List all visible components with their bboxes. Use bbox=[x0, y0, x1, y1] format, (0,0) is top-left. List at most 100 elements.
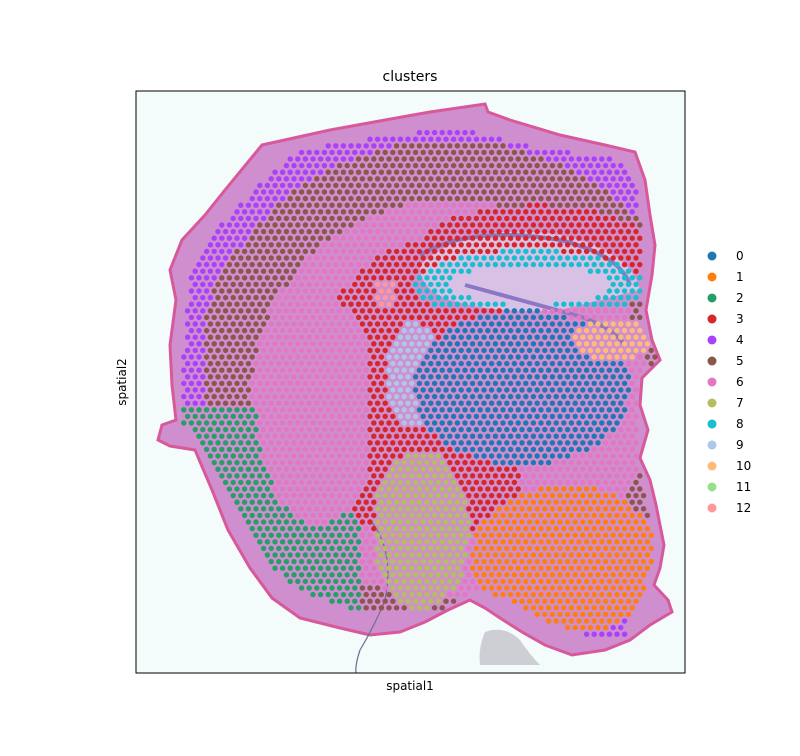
spot-cluster-6 bbox=[310, 393, 316, 400]
spot-cluster-6 bbox=[443, 202, 449, 208]
spot-cluster-0 bbox=[488, 413, 495, 420]
spot-cluster-0 bbox=[587, 413, 594, 420]
spot-cluster-0 bbox=[618, 387, 624, 393]
spot-cluster-7 bbox=[458, 519, 464, 525]
spot-cluster-1 bbox=[564, 598, 571, 604]
spot-cluster-6 bbox=[317, 314, 324, 321]
spot-cluster-0 bbox=[599, 420, 605, 426]
spot-cluster-6 bbox=[348, 459, 354, 466]
spot-cluster-6 bbox=[325, 486, 331, 492]
spot-cluster-1 bbox=[492, 565, 499, 571]
spot-cluster-7 bbox=[420, 532, 426, 538]
spot-cluster-1 bbox=[587, 585, 594, 591]
spot-cluster-6 bbox=[276, 492, 282, 499]
spot-cluster-5 bbox=[219, 288, 225, 294]
spot-cluster-3 bbox=[477, 499, 483, 505]
spot-cluster-3 bbox=[397, 268, 404, 274]
spot-cluster-5 bbox=[542, 189, 548, 195]
spot-cluster-6 bbox=[367, 242, 373, 248]
spot-cluster-4 bbox=[196, 354, 202, 360]
spot-cluster-0 bbox=[591, 407, 597, 413]
spot-cluster-0 bbox=[515, 341, 521, 347]
spot-cluster-5 bbox=[215, 281, 221, 288]
spot-cluster-1 bbox=[507, 552, 514, 558]
spot-cluster-5 bbox=[435, 176, 442, 182]
spot-cluster-6 bbox=[352, 413, 358, 420]
spot-cluster-0 bbox=[485, 407, 491, 413]
spot-cluster-1 bbox=[477, 578, 483, 585]
spot-cluster-8 bbox=[587, 268, 594, 274]
spot-cluster-1 bbox=[637, 552, 643, 558]
spot-cluster-6 bbox=[321, 453, 328, 459]
spot-cluster-6 bbox=[610, 440, 616, 446]
hippocampus-layer-lower bbox=[464, 283, 627, 347]
spot-cluster-5 bbox=[416, 195, 423, 202]
spot-cluster-3 bbox=[481, 242, 487, 248]
spot-cluster-10 bbox=[618, 347, 624, 354]
spot-cluster-5 bbox=[450, 149, 457, 156]
spot-cluster-1 bbox=[561, 499, 567, 505]
spot-cluster-0 bbox=[473, 374, 480, 380]
spot-cluster-4 bbox=[272, 169, 278, 175]
spot-cluster-10 bbox=[580, 334, 586, 340]
spot-cluster-4 bbox=[321, 162, 328, 169]
spot-cluster-3 bbox=[534, 228, 540, 235]
spot-cluster-6 bbox=[393, 235, 400, 241]
spot-cluster-3 bbox=[500, 222, 506, 228]
spot-cluster-0 bbox=[428, 387, 434, 393]
spot-cluster-1 bbox=[545, 552, 552, 558]
spot-cluster-9 bbox=[420, 334, 426, 340]
spot-cluster-6 bbox=[253, 387, 259, 393]
spot-cluster-0 bbox=[526, 360, 533, 367]
spot-cluster-7 bbox=[412, 532, 419, 538]
spot-cluster-5 bbox=[488, 162, 495, 169]
spot-cluster-3 bbox=[393, 261, 400, 268]
spot-cluster-1 bbox=[485, 552, 491, 558]
spot-cluster-0 bbox=[450, 400, 457, 406]
spot-cluster-6 bbox=[325, 420, 331, 426]
spot-cluster-8 bbox=[439, 288, 445, 294]
spot-cluster-3 bbox=[374, 400, 381, 406]
spot-cluster-3 bbox=[587, 242, 594, 248]
spot-cluster-3 bbox=[344, 294, 350, 301]
spot-cluster-5 bbox=[241, 275, 248, 281]
spot-cluster-0 bbox=[454, 327, 461, 334]
spot-cluster-1 bbox=[587, 558, 594, 565]
spot-cluster-5 bbox=[245, 281, 252, 288]
spot-cluster-0 bbox=[481, 334, 487, 340]
spot-cluster-5 bbox=[458, 162, 464, 169]
spot-cluster-0 bbox=[625, 387, 632, 393]
spot-cluster-0 bbox=[488, 334, 495, 340]
spot-cluster-5 bbox=[287, 222, 293, 228]
spot-cluster-2 bbox=[298, 558, 305, 565]
spot-cluster-3 bbox=[386, 433, 392, 439]
spot-cluster-5 bbox=[439, 169, 445, 175]
spot-cluster-4 bbox=[618, 624, 624, 631]
spot-cluster-6 bbox=[302, 327, 309, 334]
spot-cluster-0 bbox=[538, 380, 544, 387]
spot-cluster-1 bbox=[488, 572, 495, 578]
spot-cluster-0 bbox=[534, 426, 540, 433]
spot-cluster-0 bbox=[443, 374, 449, 380]
spot-cluster-3 bbox=[367, 347, 373, 354]
spot-cluster-7 bbox=[431, 578, 438, 585]
spot-cluster-5 bbox=[363, 169, 369, 175]
spot-cluster-3 bbox=[511, 479, 518, 486]
spot-cluster-7 bbox=[393, 499, 400, 505]
spot-cluster-1 bbox=[614, 512, 620, 519]
spot-cluster-3 bbox=[504, 215, 510, 222]
spot-cluster-0 bbox=[504, 321, 510, 327]
spot-cluster-3 bbox=[450, 308, 457, 314]
spot-cluster-0 bbox=[435, 400, 442, 406]
spot-cluster-3 bbox=[481, 308, 487, 314]
spot-cluster-7 bbox=[382, 545, 388, 552]
spot-cluster-6 bbox=[637, 367, 643, 373]
spot-cluster-9 bbox=[397, 360, 404, 367]
spot-cluster-6 bbox=[363, 341, 369, 347]
spot-cluster-8 bbox=[561, 261, 567, 268]
spot-cluster-5 bbox=[435, 149, 442, 156]
spot-cluster-6 bbox=[279, 407, 286, 413]
spot-cluster-1 bbox=[549, 519, 556, 525]
spot-cluster-1 bbox=[633, 558, 639, 565]
spot-cluster-3 bbox=[363, 327, 369, 334]
